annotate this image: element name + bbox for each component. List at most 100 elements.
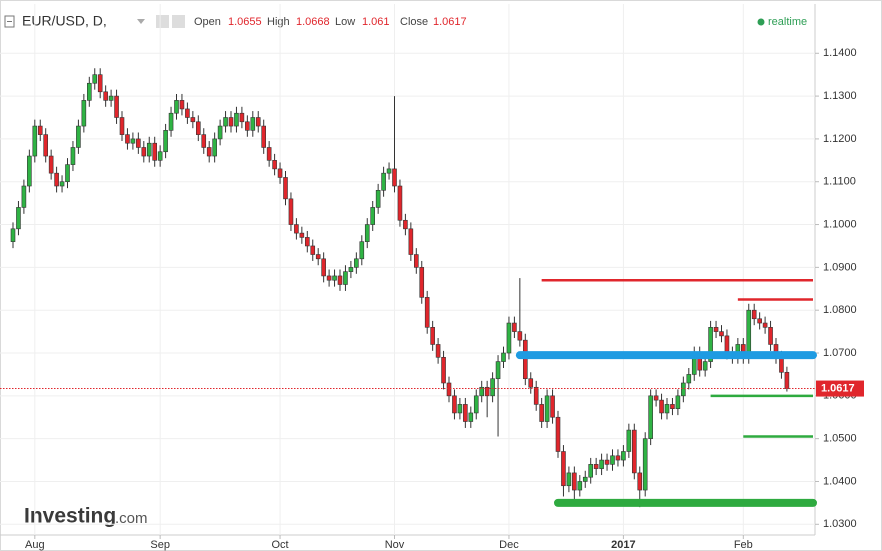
candle-body	[163, 130, 168, 153]
candle-body	[283, 177, 288, 200]
candle-body	[103, 91, 108, 101]
candle-body	[386, 168, 392, 174]
candle-body	[473, 395, 479, 414]
candle-body	[223, 117, 228, 127]
candle-body	[593, 464, 599, 469]
candle-body	[621, 451, 626, 461]
candle-body	[588, 464, 594, 478]
candle-body	[255, 117, 261, 127]
candle-body	[424, 297, 430, 328]
logo: Investing	[24, 505, 116, 528]
candle-body	[108, 95, 114, 101]
candle-body	[724, 335, 730, 354]
candle-body	[130, 138, 136, 144]
candle-body	[59, 181, 65, 187]
candle-body	[179, 100, 185, 110]
candle-body	[457, 404, 463, 414]
candle-body	[277, 168, 283, 178]
ohlc-label: Low	[335, 16, 355, 28]
y-tick-label: 1.1300	[823, 90, 857, 102]
status-dot	[757, 18, 765, 26]
candle-body	[779, 356, 784, 373]
candle-body	[555, 416, 561, 452]
candle-body	[234, 112, 239, 127]
candle-body	[430, 327, 435, 345]
ohlc-value: 1.0668	[296, 16, 330, 28]
x-tick-label: Sep	[150, 539, 170, 551]
candle-body	[463, 404, 468, 422]
candle-body	[479, 386, 485, 397]
candle-body	[343, 271, 348, 285]
candle-body	[87, 82, 92, 101]
candle-body	[413, 254, 419, 268]
candle-body	[533, 386, 539, 405]
candle-body	[239, 112, 245, 123]
candle-body	[332, 275, 337, 281]
candle-body	[784, 371, 790, 389]
candle-body	[119, 117, 125, 135]
candle-body	[648, 395, 653, 439]
candle-body	[762, 322, 768, 328]
candle-body	[359, 241, 365, 260]
candle-body	[217, 125, 223, 140]
candle-body	[452, 395, 457, 414]
candle-body	[37, 125, 43, 135]
candle-body	[201, 134, 207, 148]
y-tick-label: 1.0300	[823, 518, 857, 530]
candle-body	[294, 224, 299, 234]
candle-body	[550, 395, 555, 418]
candle-body	[272, 160, 277, 170]
y-tick-label: 1.1200	[823, 133, 857, 145]
y-tick-label: 1.0700	[823, 347, 857, 359]
ohlc-value: 1.0617	[433, 16, 467, 28]
candle-body	[157, 151, 163, 161]
candle-body	[190, 117, 196, 123]
candle-body	[174, 100, 179, 114]
x-tick-label: 2017	[611, 539, 635, 551]
candle-body	[599, 459, 604, 469]
candle-body	[27, 155, 32, 187]
candle-body	[495, 361, 501, 380]
candle-body	[392, 168, 397, 187]
y-tick-label: 1.0900	[823, 261, 857, 273]
candle-body	[522, 339, 528, 380]
symbol[interactable]: EUR/USD, D,	[22, 13, 107, 29]
candle-body	[141, 147, 147, 157]
candle-body	[468, 412, 474, 422]
candle-body	[484, 386, 490, 397]
candle-body	[631, 429, 637, 474]
price-label: 1.0617	[821, 382, 855, 394]
candle-body	[212, 138, 217, 157]
collapse-icon[interactable]	[4, 15, 15, 28]
ohlc-label: High	[267, 16, 290, 28]
status: realtime	[768, 16, 807, 28]
ohlc-value: 1.061	[362, 16, 390, 28]
settings-icon[interactable]	[172, 15, 185, 28]
x-tick-label: Feb	[734, 539, 753, 551]
candle-body	[326, 275, 332, 281]
ohlc-label: Open	[194, 16, 221, 28]
y-tick-label: 1.0400	[823, 475, 857, 487]
candle-body	[653, 395, 659, 401]
settings-icon[interactable]	[156, 15, 169, 28]
candle-body	[168, 112, 174, 131]
ohlc-value: 1.0655	[228, 16, 262, 28]
candle-body	[582, 476, 588, 482]
candle-body	[125, 134, 130, 144]
candle-body	[152, 142, 157, 161]
candle-body	[228, 117, 234, 127]
y-tick-label: 1.1400	[823, 47, 857, 59]
candle-body	[757, 318, 762, 324]
candle-body	[81, 100, 87, 127]
candle-body	[626, 429, 632, 452]
dropdown-arrow[interactable]	[137, 19, 145, 24]
candle-body	[54, 172, 59, 187]
candle-body	[637, 472, 643, 491]
candle-body	[146, 142, 152, 157]
candle-body	[43, 134, 49, 157]
candle-body	[670, 404, 675, 409]
candle-body	[206, 147, 212, 157]
candle-body	[136, 138, 141, 148]
